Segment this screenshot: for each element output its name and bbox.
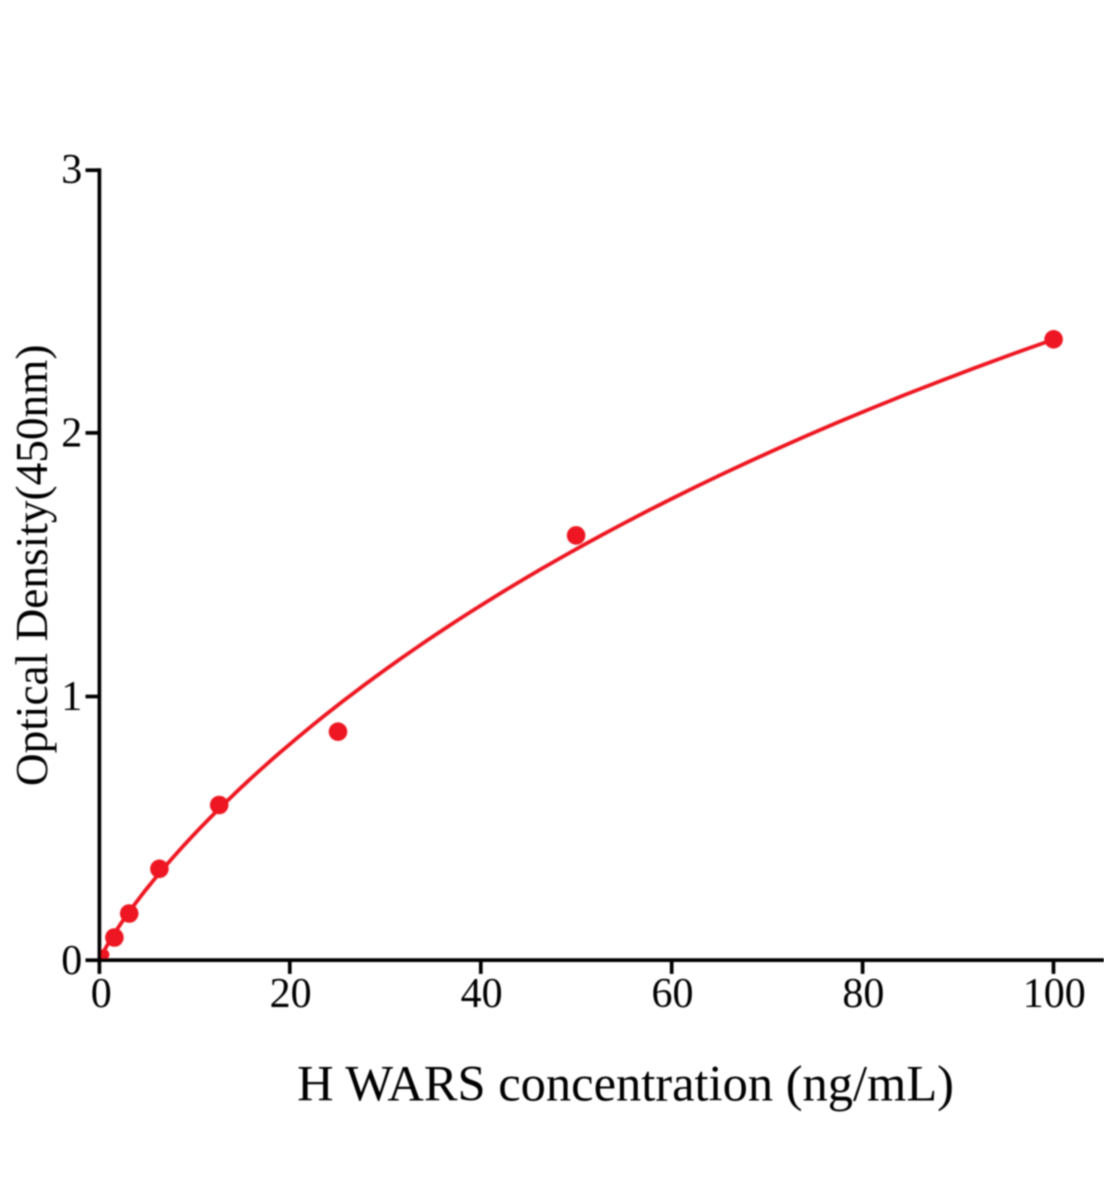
svg-text:0: 0 — [91, 971, 112, 1017]
svg-text:20: 20 — [270, 971, 312, 1017]
svg-text:2: 2 — [61, 411, 82, 457]
svg-text:40: 40 — [461, 971, 503, 1017]
svg-text:0: 0 — [61, 938, 82, 984]
svg-text:60: 60 — [652, 971, 694, 1017]
svg-text:3: 3 — [61, 147, 82, 193]
svg-text:80: 80 — [842, 971, 884, 1017]
svg-text:H WARS concentration (ng/mL): H WARS concentration (ng/mL) — [297, 1056, 954, 1112]
svg-text:Optical Density(450nm): Optical Density(450nm) — [7, 345, 57, 787]
svg-text:1: 1 — [61, 674, 82, 720]
svg-text:100: 100 — [1023, 971, 1086, 1017]
